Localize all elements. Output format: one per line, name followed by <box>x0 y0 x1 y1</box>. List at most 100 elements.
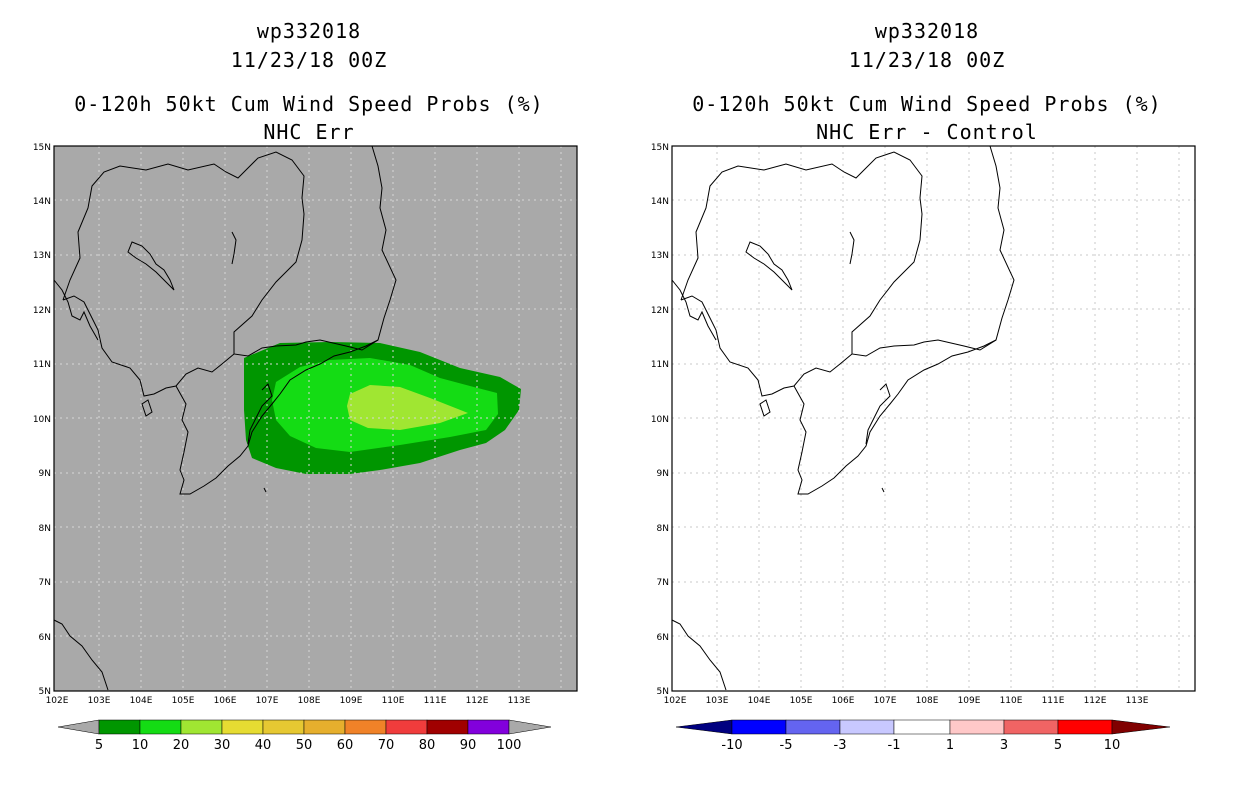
colorbar-swatch <box>1057 719 1113 735</box>
colorbar-label: 50 <box>296 738 313 753</box>
lon-label: 106E <box>832 696 855 706</box>
colorbar-label: 30 <box>214 738 231 753</box>
lat-label: 5N <box>39 687 51 697</box>
lat-label: 10N <box>33 415 51 425</box>
colorbar-label: 5 <box>95 738 103 753</box>
colorbar-label: 100 <box>497 738 522 753</box>
lon-label: 109E <box>340 696 363 706</box>
lat-label: 7N <box>39 578 51 588</box>
colorbar-label: 3 <box>1000 738 1008 753</box>
right-colorbar: -10 -5 -3 -1 1 3 5 10 <box>675 719 1171 753</box>
colorbar-swatch <box>180 719 223 735</box>
lat-label: 8N <box>657 524 669 534</box>
colorbar-label: -5 <box>780 738 793 753</box>
lon-label: 112E <box>1084 696 1107 706</box>
right-storm-id: wp332018 <box>874 19 980 43</box>
colorbar-swatch <box>785 719 841 735</box>
left-lon-tick-labels: 102E 103E 104E 105E 106E 107E 108E 109E … <box>46 696 531 706</box>
colorbar-label: -1 <box>888 738 901 753</box>
lon-label: 103E <box>88 696 111 706</box>
lon-label: 102E <box>664 696 687 706</box>
colorbar-swatch <box>385 719 428 735</box>
colorbar-high-arrow <box>508 719 552 735</box>
colorbar-label: 5 <box>1054 738 1062 753</box>
lon-label: 105E <box>172 696 195 706</box>
colorbar-swatch <box>262 719 305 735</box>
lon-label: 104E <box>130 696 153 706</box>
lat-label: 15N <box>33 143 51 153</box>
left-lat-tick-labels: 5N 6N 7N 8N 9N 10N 11N 12N 13N 14N 15N <box>33 143 51 697</box>
left-probability-map: 102E 103E 104E 105E 106E 107E 108E 109E … <box>33 143 578 753</box>
lon-label: 104E <box>748 696 771 706</box>
colorbar-low-arrow <box>57 719 100 735</box>
lon-label: 106E <box>214 696 237 706</box>
right-lon-tick-labels: 102E 103E 104E 105E 106E 107E 108E 109E … <box>664 696 1149 706</box>
lon-label: 109E <box>958 696 981 706</box>
colorbar-swatch <box>467 719 510 735</box>
lon-label: 110E <box>1000 696 1023 706</box>
lon-label: 111E <box>1042 696 1065 706</box>
right-lat-tick-labels: 5N 6N 7N 8N 9N 10N 11N 12N 13N 14N 15N <box>651 143 669 697</box>
left-title: 0-120h 50kt Cum Wind Speed Probs (%) <box>74 92 544 116</box>
lat-label: 8N <box>39 524 51 534</box>
colorbar-label: 80 <box>419 738 436 753</box>
colorbar-swatch <box>893 719 951 735</box>
left-datetime: 11/23/18 00Z <box>230 48 388 72</box>
lat-label: 6N <box>39 633 51 643</box>
right-difference-map: 102E 103E 104E 105E 106E 107E 108E 109E … <box>651 143 1196 753</box>
colorbar-swatch <box>139 719 182 735</box>
lon-label: 105E <box>790 696 813 706</box>
lon-label: 110E <box>382 696 405 706</box>
colorbar-label: 70 <box>378 738 395 753</box>
lat-label: 5N <box>657 687 669 697</box>
lon-label: 107E <box>256 696 279 706</box>
colorbar-swatch <box>344 719 387 735</box>
colorbar-swatch <box>426 719 469 735</box>
lat-label: 6N <box>657 633 669 643</box>
lat-label: 11N <box>651 360 669 370</box>
lat-label: 15N <box>651 143 669 153</box>
colorbar-swatch <box>839 719 895 735</box>
prob-contour-20 <box>347 385 468 430</box>
lon-label: 102E <box>46 696 69 706</box>
colorbar-swatch <box>303 719 346 735</box>
right-title: 0-120h 50kt Cum Wind Speed Probs (%) <box>692 92 1162 116</box>
colorbar-label: -10 <box>721 738 742 753</box>
lat-label: 7N <box>657 578 669 588</box>
colorbar-swatch <box>1003 719 1059 735</box>
lat-label: 14N <box>651 197 669 207</box>
lat-label: 13N <box>33 251 51 261</box>
colorbar-label: 60 <box>337 738 354 753</box>
colorbar-label: -3 <box>834 738 847 753</box>
lon-label: 113E <box>1126 696 1149 706</box>
colorbar-low-arrow <box>675 719 733 735</box>
lon-label: 112E <box>466 696 489 706</box>
lon-label: 113E <box>508 696 531 706</box>
lon-label: 107E <box>874 696 897 706</box>
right-map-frame <box>671 145 1196 692</box>
colorbar-swatch <box>731 719 787 735</box>
colorbar-label: 10 <box>132 738 149 753</box>
right-datetime: 11/23/18 00Z <box>848 48 1006 72</box>
lat-label: 9N <box>657 469 669 479</box>
colorbar-high-arrow <box>1111 719 1171 735</box>
lat-label: 12N <box>33 306 51 316</box>
lat-label: 13N <box>651 251 669 261</box>
colorbar-label: 10 <box>1104 738 1121 753</box>
colorbar-label: 90 <box>460 738 477 753</box>
lon-label: 111E <box>424 696 447 706</box>
left-map-frame <box>53 145 578 692</box>
colorbar-swatch <box>949 719 1005 735</box>
lon-label: 108E <box>916 696 939 706</box>
colorbar-swatch <box>221 719 264 735</box>
lat-label: 11N <box>33 360 51 370</box>
lon-label: 108E <box>298 696 321 706</box>
lat-label: 14N <box>33 197 51 207</box>
right-subtitle: NHC Err - Control <box>816 120 1038 144</box>
colorbar-label: 40 <box>255 738 272 753</box>
left-storm-id: wp332018 <box>256 19 362 43</box>
lon-label: 103E <box>706 696 729 706</box>
colorbar-label: 20 <box>173 738 190 753</box>
left-colorbar: 5 10 20 30 40 50 60 70 80 90 100 <box>57 719 552 753</box>
colorbar-label: 1 <box>946 738 954 753</box>
